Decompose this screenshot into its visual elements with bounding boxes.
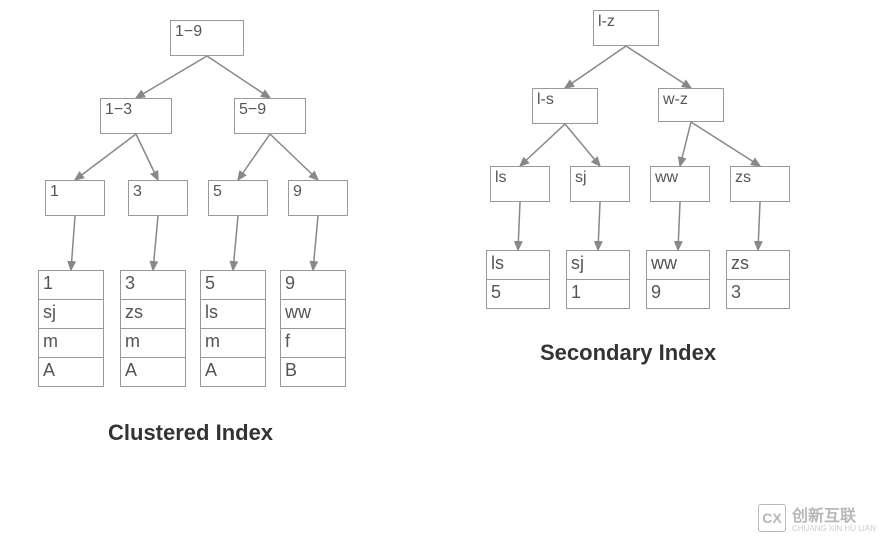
secondary-leaf-2: ww9 — [646, 250, 710, 309]
diagram-canvas: 1−91−35−913591sjmA3zsmA5lsmA9wwfBCluster… — [0, 0, 884, 538]
secondary-leaf-2-cell-1: 9 — [646, 279, 710, 309]
secondary-root: l-z — [593, 10, 659, 46]
clustered-l2-3: 9 — [288, 180, 348, 216]
secondary-caption: Secondary Index — [540, 340, 716, 366]
clustered-leaf-2-cell-1: ls — [200, 299, 266, 329]
watermark: CX 创新互联 CHUANG XIN HU LIAN — [758, 502, 876, 533]
secondary-l1-0: l-s — [532, 88, 598, 124]
secondary-leaf-1: sj1 — [566, 250, 630, 309]
clustered-leaf-0-cell-2: m — [38, 328, 104, 358]
watermark-sub: CHUANG XIN HU LIAN — [792, 524, 876, 533]
clustered-leaf-0-cell-1: sj — [38, 299, 104, 329]
secondary-leaf-0-cell-0: ls — [486, 250, 550, 280]
clustered-leaf-0-cell-0: 1 — [38, 270, 104, 300]
clustered-l1-0: 1−3 — [100, 98, 172, 134]
secondary-leaf-3-cell-0: zs — [726, 250, 790, 280]
clustered-leaf-1-cell-3: A — [120, 357, 186, 387]
secondary-leaf-1-cell-0: sj — [566, 250, 630, 280]
clustered-leaf-3: 9wwfB — [280, 270, 346, 387]
clustered-leaf-0: 1sjmA — [38, 270, 104, 387]
clustered-leaf-2-cell-0: 5 — [200, 270, 266, 300]
secondary-l2-0: ls — [490, 166, 550, 202]
clustered-leaf-3-cell-1: ww — [280, 299, 346, 329]
clustered-l2-2: 5 — [208, 180, 268, 216]
clustered-leaf-2-cell-2: m — [200, 328, 266, 358]
clustered-leaf-1: 3zsmA — [120, 270, 186, 387]
secondary-leaf-1-cell-1: 1 — [566, 279, 630, 309]
clustered-l2-0: 1 — [45, 180, 105, 216]
clustered-root: 1−9 — [170, 20, 244, 56]
secondary-l2-2: ww — [650, 166, 710, 202]
clustered-caption: Clustered Index — [108, 420, 273, 446]
watermark-logo: CX — [758, 504, 786, 532]
secondary-leaf-3: zs3 — [726, 250, 790, 309]
clustered-leaf-2-cell-3: A — [200, 357, 266, 387]
secondary-l1-1: w-z — [658, 88, 724, 122]
clustered-leaf-3-cell-0: 9 — [280, 270, 346, 300]
watermark-text: 创新互联 — [792, 502, 876, 526]
clustered-leaf-3-cell-3: B — [280, 357, 346, 387]
clustered-leaf-2: 5lsmA — [200, 270, 266, 387]
clustered-leaf-1-cell-1: zs — [120, 299, 186, 329]
secondary-l2-3: zs — [730, 166, 790, 202]
secondary-leaf-3-cell-1: 3 — [726, 279, 790, 309]
clustered-leaf-0-cell-3: A — [38, 357, 104, 387]
clustered-leaf-1-cell-2: m — [120, 328, 186, 358]
secondary-l2-1: sj — [570, 166, 630, 202]
clustered-leaf-1-cell-0: 3 — [120, 270, 186, 300]
clustered-l1-1: 5−9 — [234, 98, 306, 134]
secondary-leaf-0: ls5 — [486, 250, 550, 309]
clustered-l2-1: 3 — [128, 180, 188, 216]
secondary-leaf-2-cell-0: ww — [646, 250, 710, 280]
clustered-leaf-3-cell-2: f — [280, 328, 346, 358]
secondary-leaf-0-cell-1: 5 — [486, 279, 550, 309]
